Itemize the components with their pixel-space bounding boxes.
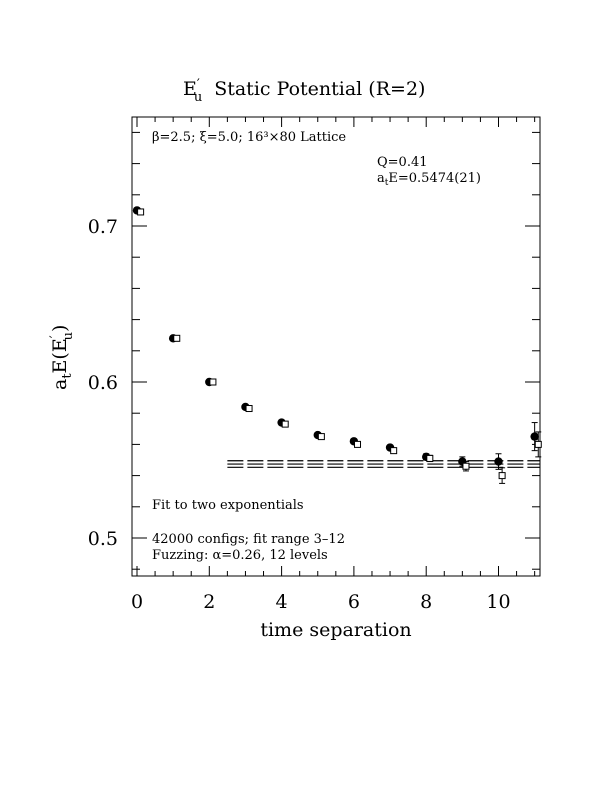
circle-marker	[530, 432, 539, 441]
y-tick-label: 0.5	[88, 528, 118, 550]
data-point	[426, 454, 434, 463]
title-subscript: u	[194, 90, 202, 105]
fit-description-annotation: Fit to two exponentials	[152, 498, 304, 513]
square-marker	[354, 440, 362, 448]
square-marker	[390, 447, 398, 455]
square-marker	[281, 420, 289, 428]
data-point	[498, 467, 506, 484]
square-marker	[173, 334, 181, 342]
y-label-a: a	[49, 379, 71, 390]
energy-t: t	[385, 178, 389, 188]
y-label-prime: ′	[48, 335, 63, 338]
data-point	[281, 420, 289, 428]
x-tick-label: 0	[131, 591, 143, 613]
x-axis-label: time separation	[260, 619, 411, 641]
title-text: Static Potential (R=2)	[214, 78, 425, 100]
data-point	[245, 405, 253, 413]
data-point	[462, 461, 470, 472]
square-marker	[245, 405, 253, 413]
lattice-annotation: β=2.5; ξ=5.0; 16³×80 Lattice	[152, 130, 346, 145]
x-tick-label: 6	[348, 591, 360, 613]
square-marker	[209, 378, 217, 386]
data-point	[137, 208, 145, 216]
configs-annotation: 42000 configs; fit range 3–12	[152, 532, 345, 547]
series-filled-circles	[132, 206, 539, 470]
x-tick-label: 8	[420, 591, 432, 613]
circle-marker	[494, 457, 503, 466]
energy-a: a	[377, 171, 385, 186]
square-marker	[426, 454, 434, 462]
y-tick-label: 0.6	[88, 372, 118, 394]
y-tick-label: 0.7	[88, 216, 118, 238]
axis-ticks	[132, 117, 540, 576]
data-point	[534, 431, 542, 458]
data-point	[317, 433, 325, 441]
q-value-annotation: Q=0.41	[377, 155, 428, 170]
y-label-mid: E(E	[49, 338, 71, 373]
y-label-close: )	[49, 325, 71, 332]
y-label-t: t	[60, 373, 75, 379]
data-point	[209, 378, 217, 386]
data-point	[173, 334, 181, 342]
series-open-squares	[137, 208, 542, 484]
square-marker	[498, 472, 506, 480]
energy-annotation: atE=0.5474(21)	[377, 171, 481, 188]
chart-title: E′ u Static Potential (R=2)	[183, 77, 425, 105]
energy-rest: E=0.5474(21)	[388, 171, 481, 186]
data-point	[530, 422, 539, 452]
data-point	[390, 447, 398, 455]
square-marker	[317, 433, 325, 441]
fuzzing-annotation: Fuzzing: α=0.26, 12 levels	[152, 548, 328, 563]
square-marker	[137, 208, 145, 216]
title-prime: ′	[197, 77, 200, 92]
y-tick-labels: 0.5 0.6 0.7	[88, 216, 118, 550]
data-point	[494, 453, 503, 470]
square-marker	[462, 462, 470, 470]
x-tick-label: 2	[203, 591, 215, 613]
fit-band	[227, 460, 540, 468]
x-tick-label: 4	[276, 591, 288, 613]
x-tick-labels: 0 2 4 6 8 10	[131, 591, 511, 613]
title-symbol: E	[183, 78, 197, 100]
square-marker	[534, 440, 542, 448]
y-axis-label: atE(E′u)	[48, 325, 76, 390]
x-tick-label: 10	[486, 591, 510, 613]
y-label-u: u	[61, 332, 76, 340]
data-point	[354, 440, 362, 448]
